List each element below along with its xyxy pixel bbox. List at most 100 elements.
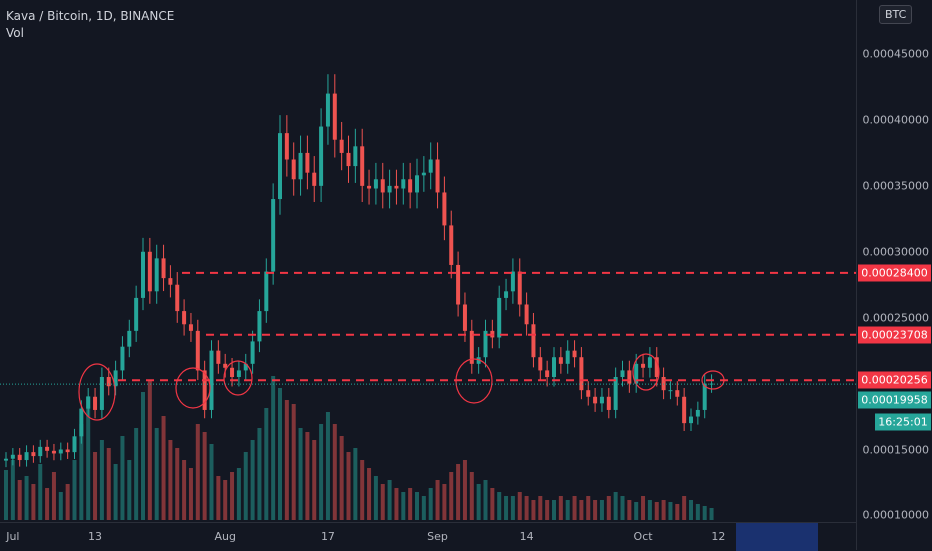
- volume-bar: [216, 476, 221, 520]
- candle: [236, 360, 241, 387]
- candle: [257, 299, 262, 353]
- candle-body: [456, 264, 461, 305]
- candle-body: [236, 370, 241, 377]
- currency-badge[interactable]: BTC: [879, 5, 913, 24]
- circle-annotation[interactable]: [632, 353, 660, 391]
- candle-body: [462, 304, 467, 331]
- candle: [380, 162, 385, 209]
- candle: [305, 135, 310, 190]
- candle-body: [45, 446, 50, 451]
- candle: [613, 367, 618, 419]
- candle: [195, 319, 200, 381]
- candlesticks: [4, 74, 714, 468]
- circle-annotation[interactable]: [455, 358, 493, 404]
- drawn-circles[interactable]: [78, 353, 725, 421]
- volume-bar: [298, 428, 303, 520]
- candle-body: [141, 251, 145, 298]
- bar-countdown: 16:25:01: [875, 413, 931, 431]
- volume-bar: [168, 440, 173, 520]
- volume-bar: [230, 472, 235, 520]
- volume-bar: [456, 464, 461, 520]
- level-price-tag[interactable]: 0.00020256: [858, 371, 931, 389]
- candle-body: [209, 350, 214, 410]
- candle: [250, 330, 255, 374]
- price-chart[interactable]: [0, 0, 856, 522]
- candle-body: [435, 159, 440, 193]
- candle-body: [188, 324, 193, 331]
- level-price-tag[interactable]: 0.00023708: [858, 326, 931, 344]
- candle: [401, 162, 406, 205]
- candle: [332, 74, 337, 158]
- candle: [709, 374, 714, 393]
- price-axis[interactable]: BTC 0.00045000 0.00040000 0.00035000 0.0003…: [856, 0, 932, 550]
- circle-annotation[interactable]: [701, 370, 725, 390]
- volume-bar: [702, 506, 707, 520]
- candle: [428, 142, 433, 190]
- price-tick-label: 0.00015000: [862, 443, 929, 456]
- volume-bar: [319, 424, 324, 520]
- horizontal-levels[interactable]: [118, 271, 856, 382]
- chart-area[interactable]: Kava / Bitcoin, 1D, BINANCE Vol: [0, 0, 856, 522]
- candle-body: [476, 357, 481, 364]
- time-axis[interactable]: Jul 13 Aug 17 Sep 14 Oct 12: [0, 522, 856, 551]
- circle-annotation[interactable]: [78, 363, 116, 421]
- volume-bar: [127, 460, 132, 520]
- candle-body: [127, 330, 132, 347]
- candle: [161, 244, 166, 292]
- candle-body: [182, 311, 187, 325]
- candle: [51, 443, 56, 461]
- candle: [647, 347, 652, 378]
- price-tick-label: 0.00040000: [862, 113, 929, 127]
- volume-bar: [401, 492, 406, 520]
- candle: [319, 108, 324, 203]
- candle-body: [58, 449, 63, 454]
- time-tick-label: Jul: [6, 530, 20, 543]
- candle: [154, 244, 159, 304]
- level-price-tag[interactable]: 0.00028400: [858, 264, 931, 282]
- circle-annotation[interactable]: [223, 360, 253, 396]
- volume-bar: [661, 500, 666, 520]
- candle-body: [298, 152, 303, 180]
- candle-body: [346, 152, 351, 167]
- candle: [442, 176, 447, 241]
- price-tick-label: 0.00010000: [862, 508, 929, 522]
- candle: [86, 388, 91, 417]
- volume-bar: [408, 488, 413, 520]
- volume-bar: [154, 428, 159, 520]
- candle: [45, 439, 50, 458]
- candle: [531, 312, 536, 368]
- volume-bar: [72, 460, 77, 520]
- volume-bar: [188, 468, 193, 520]
- volume-bar: [58, 492, 63, 520]
- volume-bar: [449, 472, 454, 520]
- volume-bar: [586, 496, 591, 520]
- volume-bar: [38, 464, 43, 520]
- volume-bar: [24, 476, 29, 520]
- candle-body: [654, 357, 659, 377]
- volume-bar: [442, 484, 447, 520]
- volume-bar: [243, 452, 248, 520]
- volume-bar: [538, 496, 543, 520]
- volume-indicator-label[interactable]: Vol: [6, 26, 24, 40]
- circle-annotation[interactable]: [175, 367, 211, 409]
- volume-bar: [284, 400, 289, 520]
- candle-body: [86, 396, 91, 409]
- candle-body: [668, 390, 673, 392]
- volume-bar: [552, 500, 556, 520]
- volume-bar: [490, 488, 495, 520]
- time-tick-label: Aug: [214, 530, 236, 543]
- volume-bar: [45, 488, 50, 520]
- candle-body: [497, 297, 502, 338]
- candle: [10, 448, 15, 466]
- volume-bar: [483, 480, 488, 520]
- volume-bar: [469, 472, 474, 520]
- candle: [72, 428, 77, 459]
- time-tick-label: 13: [88, 530, 103, 543]
- candle-body: [387, 185, 392, 193]
- candle-body: [271, 199, 276, 272]
- symbol-title[interactable]: Kava / Bitcoin, 1D, BINANCE: [6, 9, 175, 23]
- candle: [141, 237, 145, 311]
- candle-body: [284, 133, 289, 160]
- candle-body: [223, 363, 228, 368]
- candle: [524, 292, 529, 336]
